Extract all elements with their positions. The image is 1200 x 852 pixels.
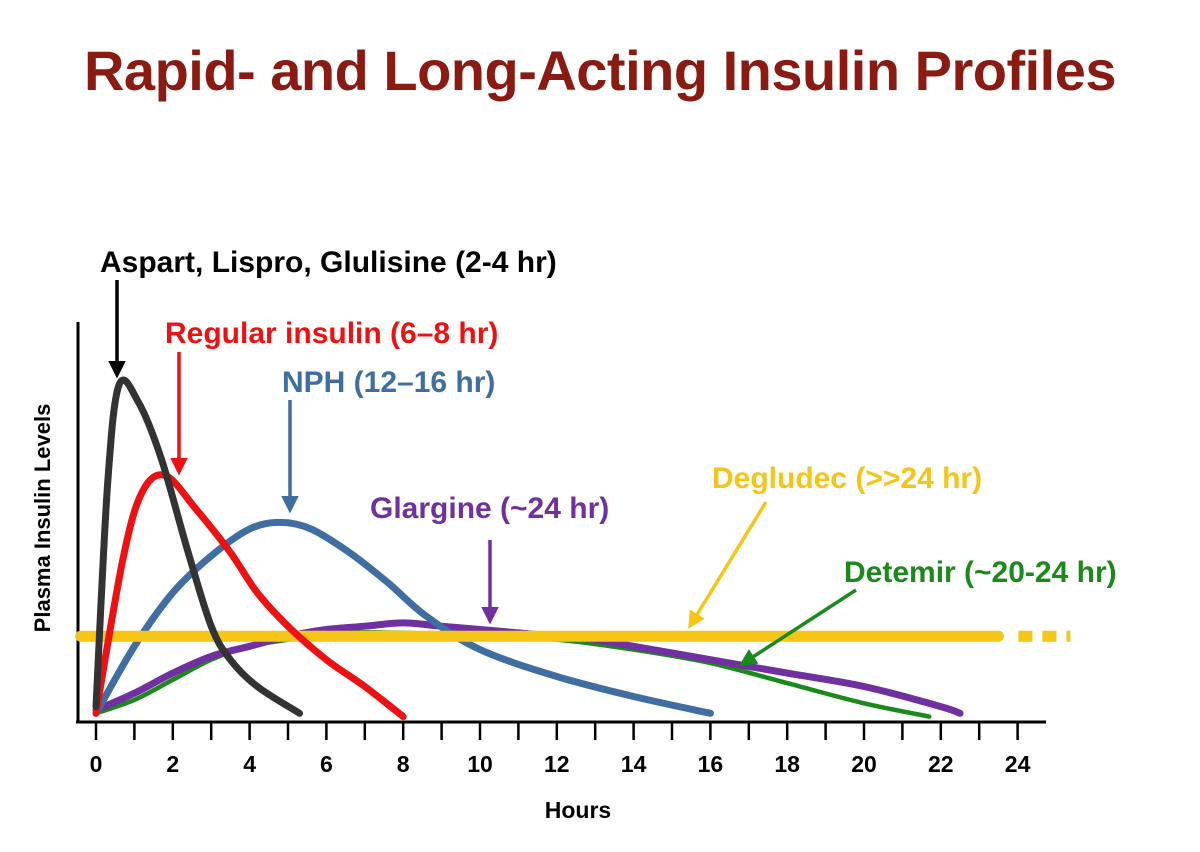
x-tick-label: 12	[544, 751, 570, 777]
series-line-rapid	[92, 376, 303, 717]
x-axis-label: Hours	[545, 797, 611, 823]
annotation-arrow-detemir	[739, 588, 857, 666]
series-line-glargine	[92, 619, 964, 717]
x-tick-label: 22	[928, 751, 954, 777]
y-axis-label: Plasma Insulin Levels	[30, 404, 55, 633]
x-tick-label: 6	[320, 751, 333, 777]
series-line-nph	[92, 518, 714, 717]
x-tick-label: 8	[397, 751, 410, 777]
x-tick-label: 4	[243, 751, 256, 777]
series-line-regular	[92, 471, 407, 721]
annotation-label-detemir: Detemir (~20-24 hr)	[844, 556, 1117, 589]
chart-curves	[75, 376, 1071, 721]
annotation-label-glargine: Glargine (~24 hr)	[370, 492, 609, 525]
x-tick-label: 24	[1005, 751, 1031, 777]
page-title: Rapid- and Long-Acting Insulin Profiles	[83, 39, 1117, 102]
x-tick-label: 10	[467, 751, 493, 777]
x-tick-label: 18	[774, 751, 800, 777]
chart-axes: 0 2 4 6 8 10 12 14 16 18 20 22 24	[76, 322, 1046, 777]
annotation-label-degludec: Degludec (>>24 hr)	[712, 462, 982, 495]
x-tick-label: 20	[851, 751, 877, 777]
annotation-label-regular: Regular insulin (6–8 hr)	[165, 317, 498, 350]
x-tick-label: 0	[90, 751, 103, 777]
x-tick-label: 16	[698, 751, 724, 777]
x-tick-label: 2	[166, 751, 179, 777]
x-tick-label: 14	[621, 751, 647, 777]
chart-annotations: Aspart, Lispro, Glulisine (2-4 hr) Regula…	[100, 246, 1117, 666]
annotation-label-nph: NPH (12–16 hr)	[282, 366, 495, 399]
annotation-label-rapid: Aspart, Lispro, Glulisine (2-4 hr)	[100, 246, 557, 279]
annotation-arrow-degludec	[688, 501, 768, 629]
